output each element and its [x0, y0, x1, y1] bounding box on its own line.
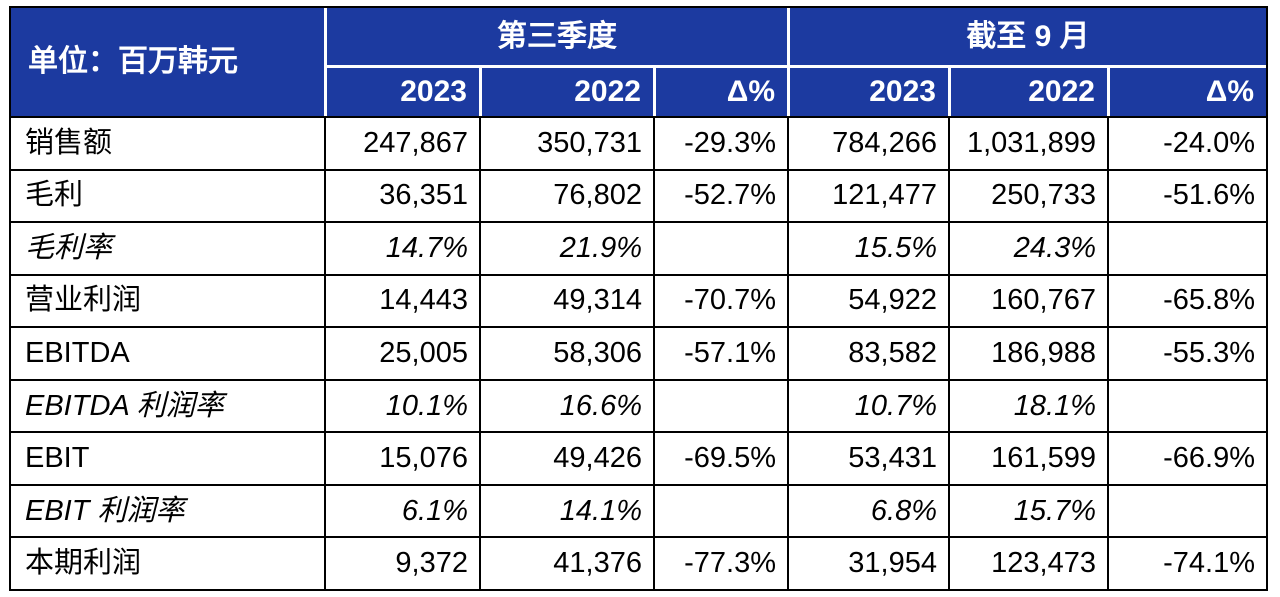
data-cell: 58,306 — [479, 326, 653, 379]
data-cell — [653, 483, 787, 537]
row-label: 毛利 — [11, 168, 324, 222]
data-cell: -57.1% — [653, 326, 787, 379]
data-cell: 83,582 — [787, 326, 948, 379]
col-header-ytd-2023: 2023 — [787, 65, 948, 116]
data-cell — [1107, 221, 1266, 274]
group-header-ytd: 截至 9 月 — [787, 8, 1266, 65]
data-cell: -24.0% — [1107, 116, 1266, 169]
row-label: 营业利润 — [11, 273, 324, 327]
data-cell: -52.7% — [653, 168, 787, 222]
col-header-ytd-delta: Δ% — [1107, 65, 1266, 116]
data-cell: 76,802 — [479, 168, 653, 222]
row-label: 销售额 — [11, 116, 324, 169]
row-label: EBITDA 利润率 — [11, 378, 324, 432]
data-cell: -69.5% — [653, 431, 787, 484]
data-cell: 160,767 — [948, 273, 1107, 327]
data-cell: 15,076 — [324, 431, 479, 484]
data-cell: 24.3% — [948, 221, 1107, 274]
data-cell: 18.1% — [948, 378, 1107, 432]
data-cell: -29.3% — [653, 116, 787, 169]
data-cell: 31,954 — [787, 536, 948, 589]
data-cell: -70.7% — [653, 273, 787, 327]
unit-label: 单位：百万韩元 — [11, 8, 324, 116]
data-cell: 53,431 — [787, 431, 948, 484]
data-cell: 123,473 — [948, 536, 1107, 589]
row-label: 本期利润 — [11, 536, 324, 589]
data-cell: 49,314 — [479, 273, 653, 327]
data-cell: 250,733 — [948, 168, 1107, 222]
data-cell: 121,477 — [787, 168, 948, 222]
col-header-ytd-2022: 2022 — [948, 65, 1107, 116]
data-cell: -51.6% — [1107, 168, 1266, 222]
data-cell: 25,005 — [324, 326, 479, 379]
data-cell: 247,867 — [324, 116, 479, 169]
data-cell: 16.6% — [479, 378, 653, 432]
financial-results-table: 单位：百万韩元 第三季度 截至 9 月 2023 2022 Δ% 2023 20… — [9, 6, 1268, 591]
data-cell: 14.1% — [479, 483, 653, 537]
data-cell: -74.1% — [1107, 536, 1266, 589]
data-cell: 21.9% — [479, 221, 653, 274]
data-cell: 14,443 — [324, 273, 479, 327]
data-cell — [1107, 378, 1266, 432]
data-cell: 186,988 — [948, 326, 1107, 379]
data-cell: 9,372 — [324, 536, 479, 589]
col-header-q3-2022: 2022 — [479, 65, 653, 116]
data-cell: 784,266 — [787, 116, 948, 169]
col-header-q3-2023: 2023 — [324, 65, 479, 116]
col-header-q3-delta: Δ% — [653, 65, 787, 116]
data-cell: 36,351 — [324, 168, 479, 222]
data-cell: 350,731 — [479, 116, 653, 169]
data-cell: 161,599 — [948, 431, 1107, 484]
data-cell: 10.1% — [324, 378, 479, 432]
data-cell — [653, 378, 787, 432]
row-label: 毛利率 — [11, 221, 324, 274]
data-cell: -77.3% — [653, 536, 787, 589]
data-cell: 41,376 — [479, 536, 653, 589]
data-cell: 6.1% — [324, 483, 479, 537]
data-cell: -65.8% — [1107, 273, 1266, 327]
data-cell: 15.5% — [787, 221, 948, 274]
data-cell: 10.7% — [787, 378, 948, 432]
data-cell: 49,426 — [479, 431, 653, 484]
data-cell — [653, 221, 787, 274]
data-cell — [1107, 483, 1266, 537]
data-cell: -66.9% — [1107, 431, 1266, 484]
row-label: EBITDA — [11, 326, 324, 379]
group-header-q3: 第三季度 — [324, 8, 787, 65]
data-cell: 1,031,899 — [948, 116, 1107, 169]
data-cell: 6.8% — [787, 483, 948, 537]
data-cell: 15.7% — [948, 483, 1107, 537]
data-cell: 14.7% — [324, 221, 479, 274]
data-cell: -55.3% — [1107, 326, 1266, 379]
row-label: EBIT 利润率 — [11, 483, 324, 537]
data-cell: 54,922 — [787, 273, 948, 327]
row-label: EBIT — [11, 431, 324, 484]
